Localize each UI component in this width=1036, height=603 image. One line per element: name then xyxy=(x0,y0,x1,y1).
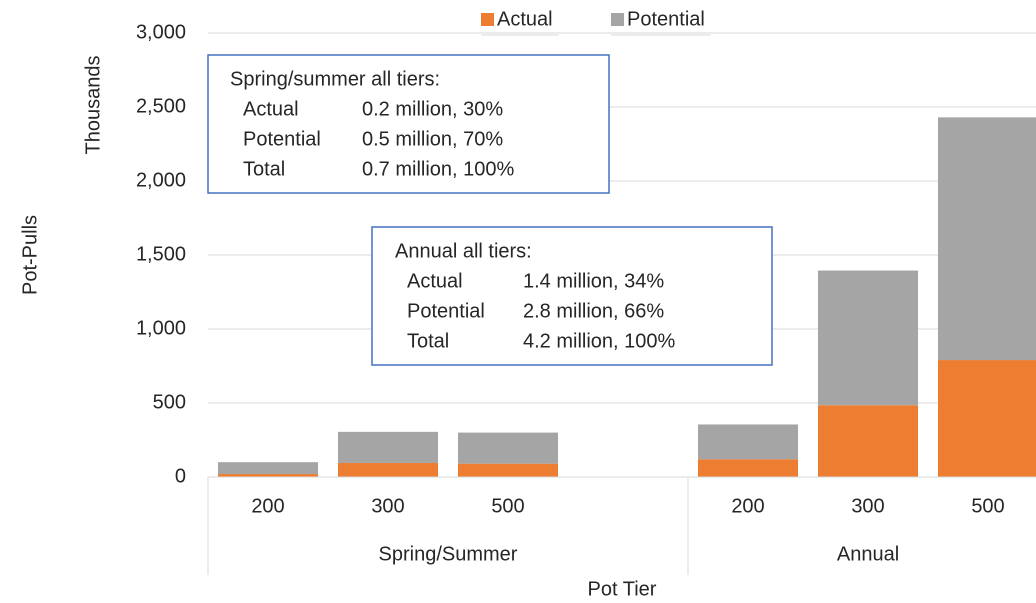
annotation-row-value: 4.2 million, 100% xyxy=(523,330,676,352)
x-tick-label: 500 xyxy=(491,495,524,517)
bar-segment xyxy=(458,463,558,477)
x-tick-label: 300 xyxy=(371,495,404,517)
x-tick-label: 200 xyxy=(251,495,284,517)
annotation-row-label: Potential xyxy=(407,300,485,322)
x-tick-label: 300 xyxy=(851,495,884,517)
annotation-row-label: Actual xyxy=(407,270,463,292)
y-tick-label: 1,500 xyxy=(136,243,186,265)
y-tick-label: 0 xyxy=(175,465,186,487)
annotation-row-value: 0.7 million, 100% xyxy=(362,158,515,180)
annotation-title: Spring/summer all tiers: xyxy=(230,68,440,90)
annotation-row-label: Potential xyxy=(243,128,321,150)
y-tick-label: 2,000 xyxy=(136,169,186,191)
bar-segment xyxy=(938,117,1036,361)
bar-segment xyxy=(338,462,438,477)
bar-segment xyxy=(698,459,798,477)
annotation-box xyxy=(207,54,610,194)
legend-swatch xyxy=(481,13,494,26)
bar-segment xyxy=(458,432,558,464)
bar-segment xyxy=(698,424,798,460)
bar-segment xyxy=(938,360,1036,477)
annotation-row-value: 1.4 million, 34% xyxy=(523,270,664,292)
bar-segment xyxy=(218,474,318,477)
annotation-row-label: Total xyxy=(407,330,449,352)
annotation-title: Annual all tiers: xyxy=(395,240,532,262)
y-unit-label: Thousands xyxy=(82,56,104,155)
legend-swatch xyxy=(611,13,624,26)
y-tick-label: 2,500 xyxy=(136,95,186,117)
annotation-box xyxy=(371,226,773,366)
annotation-row-value: 2.8 million, 66% xyxy=(523,300,664,322)
annotation-row-label: Actual xyxy=(243,98,299,120)
annotation-row-value: 0.5 million, 70% xyxy=(362,128,503,150)
y-tick-label: 500 xyxy=(153,391,186,413)
y-tick-label: 3,000 xyxy=(136,21,186,43)
x-tick-label: 500 xyxy=(971,495,1004,517)
y-tick-label: 1,000 xyxy=(136,317,186,339)
bar-segment xyxy=(218,462,318,475)
legend-label: Potential xyxy=(627,8,705,30)
bar-segment xyxy=(818,405,918,477)
y-axis-title: Pot-Pulls xyxy=(19,215,41,295)
x-tick-label: 200 xyxy=(731,495,764,517)
legend-label: Actual xyxy=(497,8,553,30)
x-axis-title: Pot Tier xyxy=(588,578,657,600)
group-label: Annual xyxy=(837,543,899,565)
annotation-row-label: Total xyxy=(243,158,285,180)
group-label: Spring/Summer xyxy=(379,543,518,565)
annotation-row-value: 0.2 million, 30% xyxy=(362,98,503,120)
bar-segment xyxy=(818,270,918,406)
bar-segment xyxy=(338,431,438,463)
